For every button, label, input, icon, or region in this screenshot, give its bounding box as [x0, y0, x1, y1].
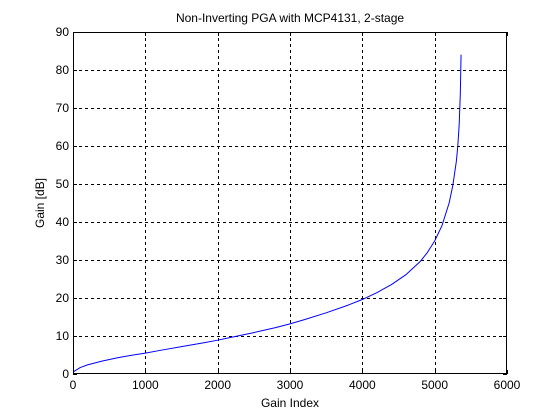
y-tick-label: 30 — [56, 253, 70, 267]
x-tick-label: 2000 — [204, 378, 231, 392]
y-tick-label: 80 — [56, 63, 70, 77]
series-layer — [72, 54, 462, 373]
y-axis-title: Gain [dB] — [33, 178, 47, 228]
y-tick-label: 0 — [62, 367, 69, 381]
tick-marks — [73, 32, 508, 375]
x-tick-label: 5000 — [421, 378, 448, 392]
y-tick-label: 20 — [56, 291, 70, 305]
y-tick-label: 70 — [56, 101, 70, 115]
series-line — [72, 54, 462, 373]
x-tick-label: 1000 — [132, 378, 159, 392]
grid-lines — [73, 32, 507, 374]
x-tick-label: 6000 — [494, 378, 521, 392]
x-tick-label: 0 — [70, 378, 77, 392]
x-tick-label: 3000 — [277, 378, 304, 392]
y-tick-label: 10 — [56, 329, 70, 343]
x-axis-title: Gain Index — [261, 396, 319, 410]
y-tick-label: 40 — [56, 215, 70, 229]
x-tick-label: 4000 — [349, 378, 376, 392]
y-tick-label: 50 — [56, 177, 70, 191]
chart-title: Non-Inverting PGA with MCP4131, 2-stage — [176, 11, 404, 25]
y-tick-label: 90 — [56, 25, 70, 39]
y-tick-label: 60 — [56, 139, 70, 153]
tick-labels: 0 1000 2000 3000 4000 5000 6000 0 10 20 30 40 50 60 70… — [56, 25, 521, 392]
